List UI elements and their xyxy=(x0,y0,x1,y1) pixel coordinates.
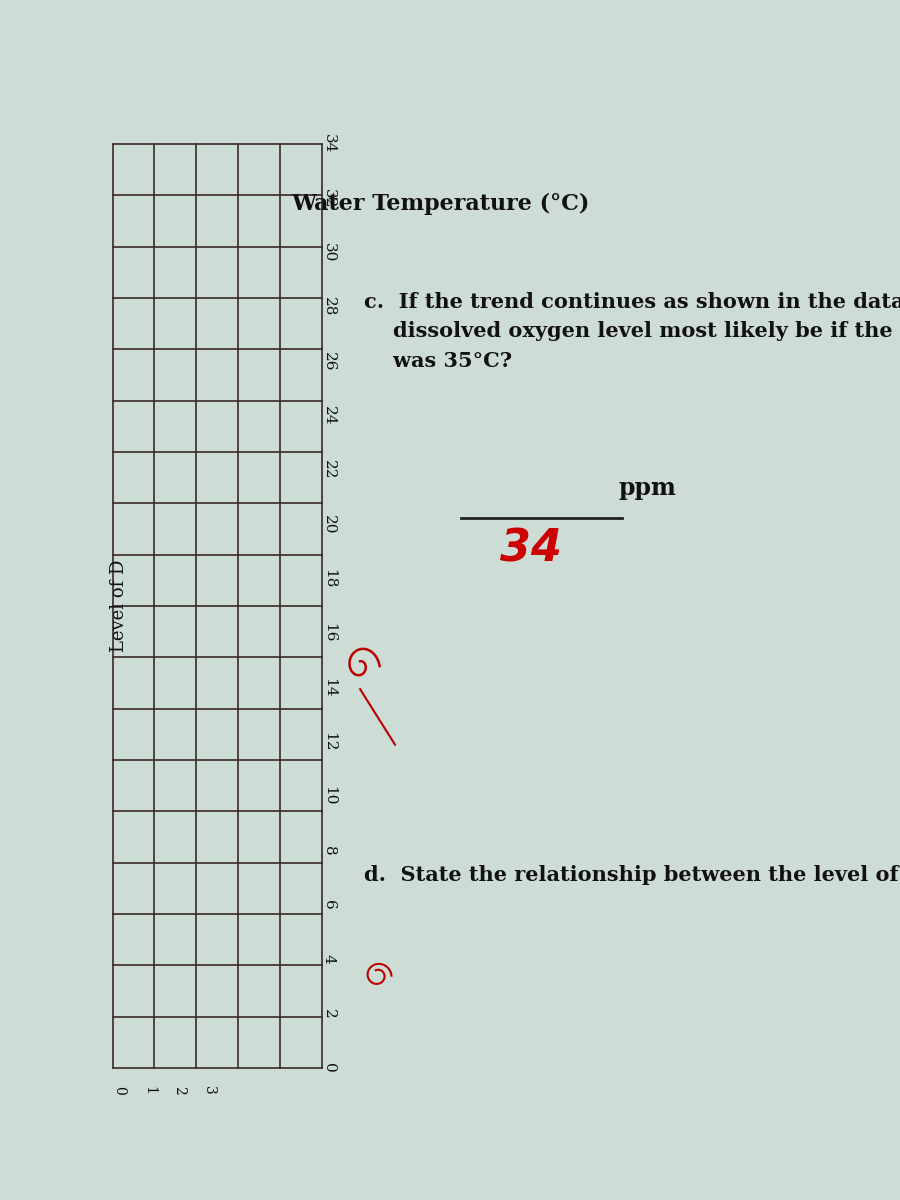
Text: c.  If the trend continues as shown in the data, what would the
    dissolved ox: c. If the trend continues as shown in th… xyxy=(364,292,900,371)
Text: 2: 2 xyxy=(172,1086,186,1096)
Text: 18: 18 xyxy=(321,569,336,588)
Text: ppm: ppm xyxy=(618,475,676,499)
Text: 12: 12 xyxy=(321,732,336,751)
Text: 34: 34 xyxy=(500,528,562,570)
Text: 34: 34 xyxy=(321,134,336,154)
Text: 28: 28 xyxy=(321,298,336,317)
Text: 2: 2 xyxy=(321,1009,336,1019)
Text: 6: 6 xyxy=(321,900,336,910)
Text: 10: 10 xyxy=(321,786,336,806)
Text: 8: 8 xyxy=(321,846,336,856)
Text: 14: 14 xyxy=(321,678,336,697)
Text: 4: 4 xyxy=(321,954,336,964)
Text: d.  State the relationship between the level of dissolved oxyger: d. State the relationship between the le… xyxy=(364,865,900,884)
Text: Water Temperature (°C): Water Temperature (°C) xyxy=(291,193,590,215)
Text: 16: 16 xyxy=(321,624,336,643)
Text: 20: 20 xyxy=(321,515,336,534)
Text: 32: 32 xyxy=(321,188,336,208)
Text: Level of D: Level of D xyxy=(111,560,129,652)
Text: 0: 0 xyxy=(321,1063,336,1073)
Text: 1: 1 xyxy=(142,1086,157,1096)
Text: 3: 3 xyxy=(202,1086,216,1096)
Text: 30: 30 xyxy=(321,244,336,263)
Text: 26: 26 xyxy=(321,352,336,371)
Text: 0: 0 xyxy=(112,1086,127,1096)
Text: 24: 24 xyxy=(321,406,336,426)
Text: 22: 22 xyxy=(321,461,336,480)
